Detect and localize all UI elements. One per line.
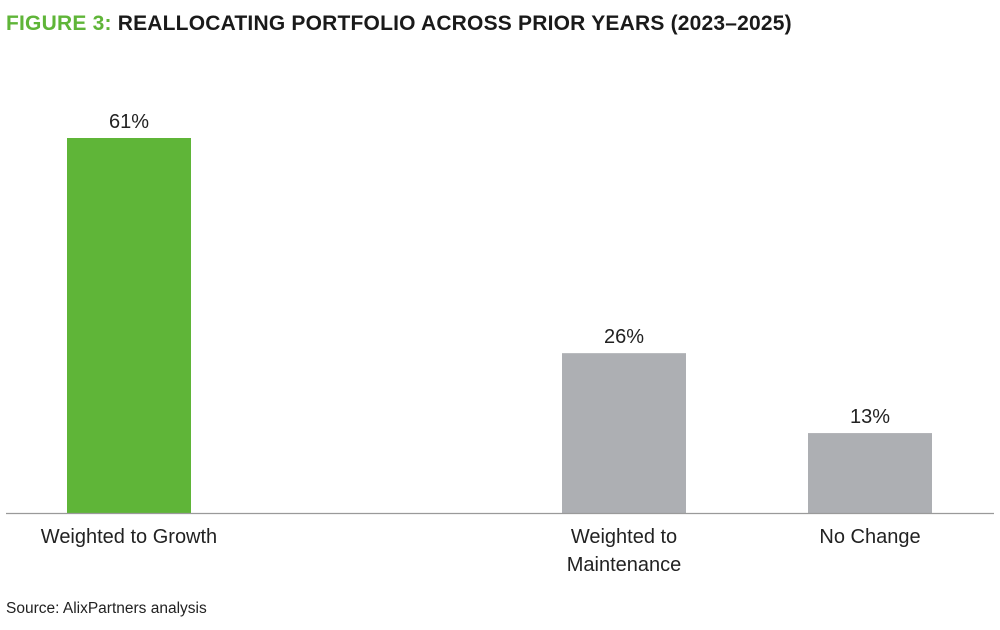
category-label-1-line-1: Weighted to Growth — [41, 526, 217, 548]
category-label-3: No Change — [819, 526, 920, 548]
data-label-3: 13% — [850, 406, 890, 428]
figure-number: FIGURE 3: — [6, 12, 112, 35]
figure-title-text: REALLOCATING PORTFOLIO ACROSS PRIOR YEAR… — [117, 12, 792, 35]
category-label-1: Weighted to Growth — [41, 526, 217, 548]
category-label-3-line-1: No Change — [819, 526, 920, 548]
data-label-2: 26% — [604, 326, 644, 348]
bar-3 — [808, 433, 932, 513]
bar-2 — [562, 353, 686, 513]
source-note: Source: AlixPartners analysis — [6, 600, 207, 617]
bar-1 — [67, 138, 191, 513]
category-label-2-line-1: Weighted to — [571, 526, 677, 548]
chart-title: FIGURE 3: REALLOCATING PORTFOLIO ACROSS … — [6, 12, 792, 36]
category-label-2: Weighted to Maintenance — [567, 526, 682, 576]
data-label-1: 61% — [109, 111, 149, 133]
category-label-2-line-2: Maintenance — [567, 554, 682, 576]
